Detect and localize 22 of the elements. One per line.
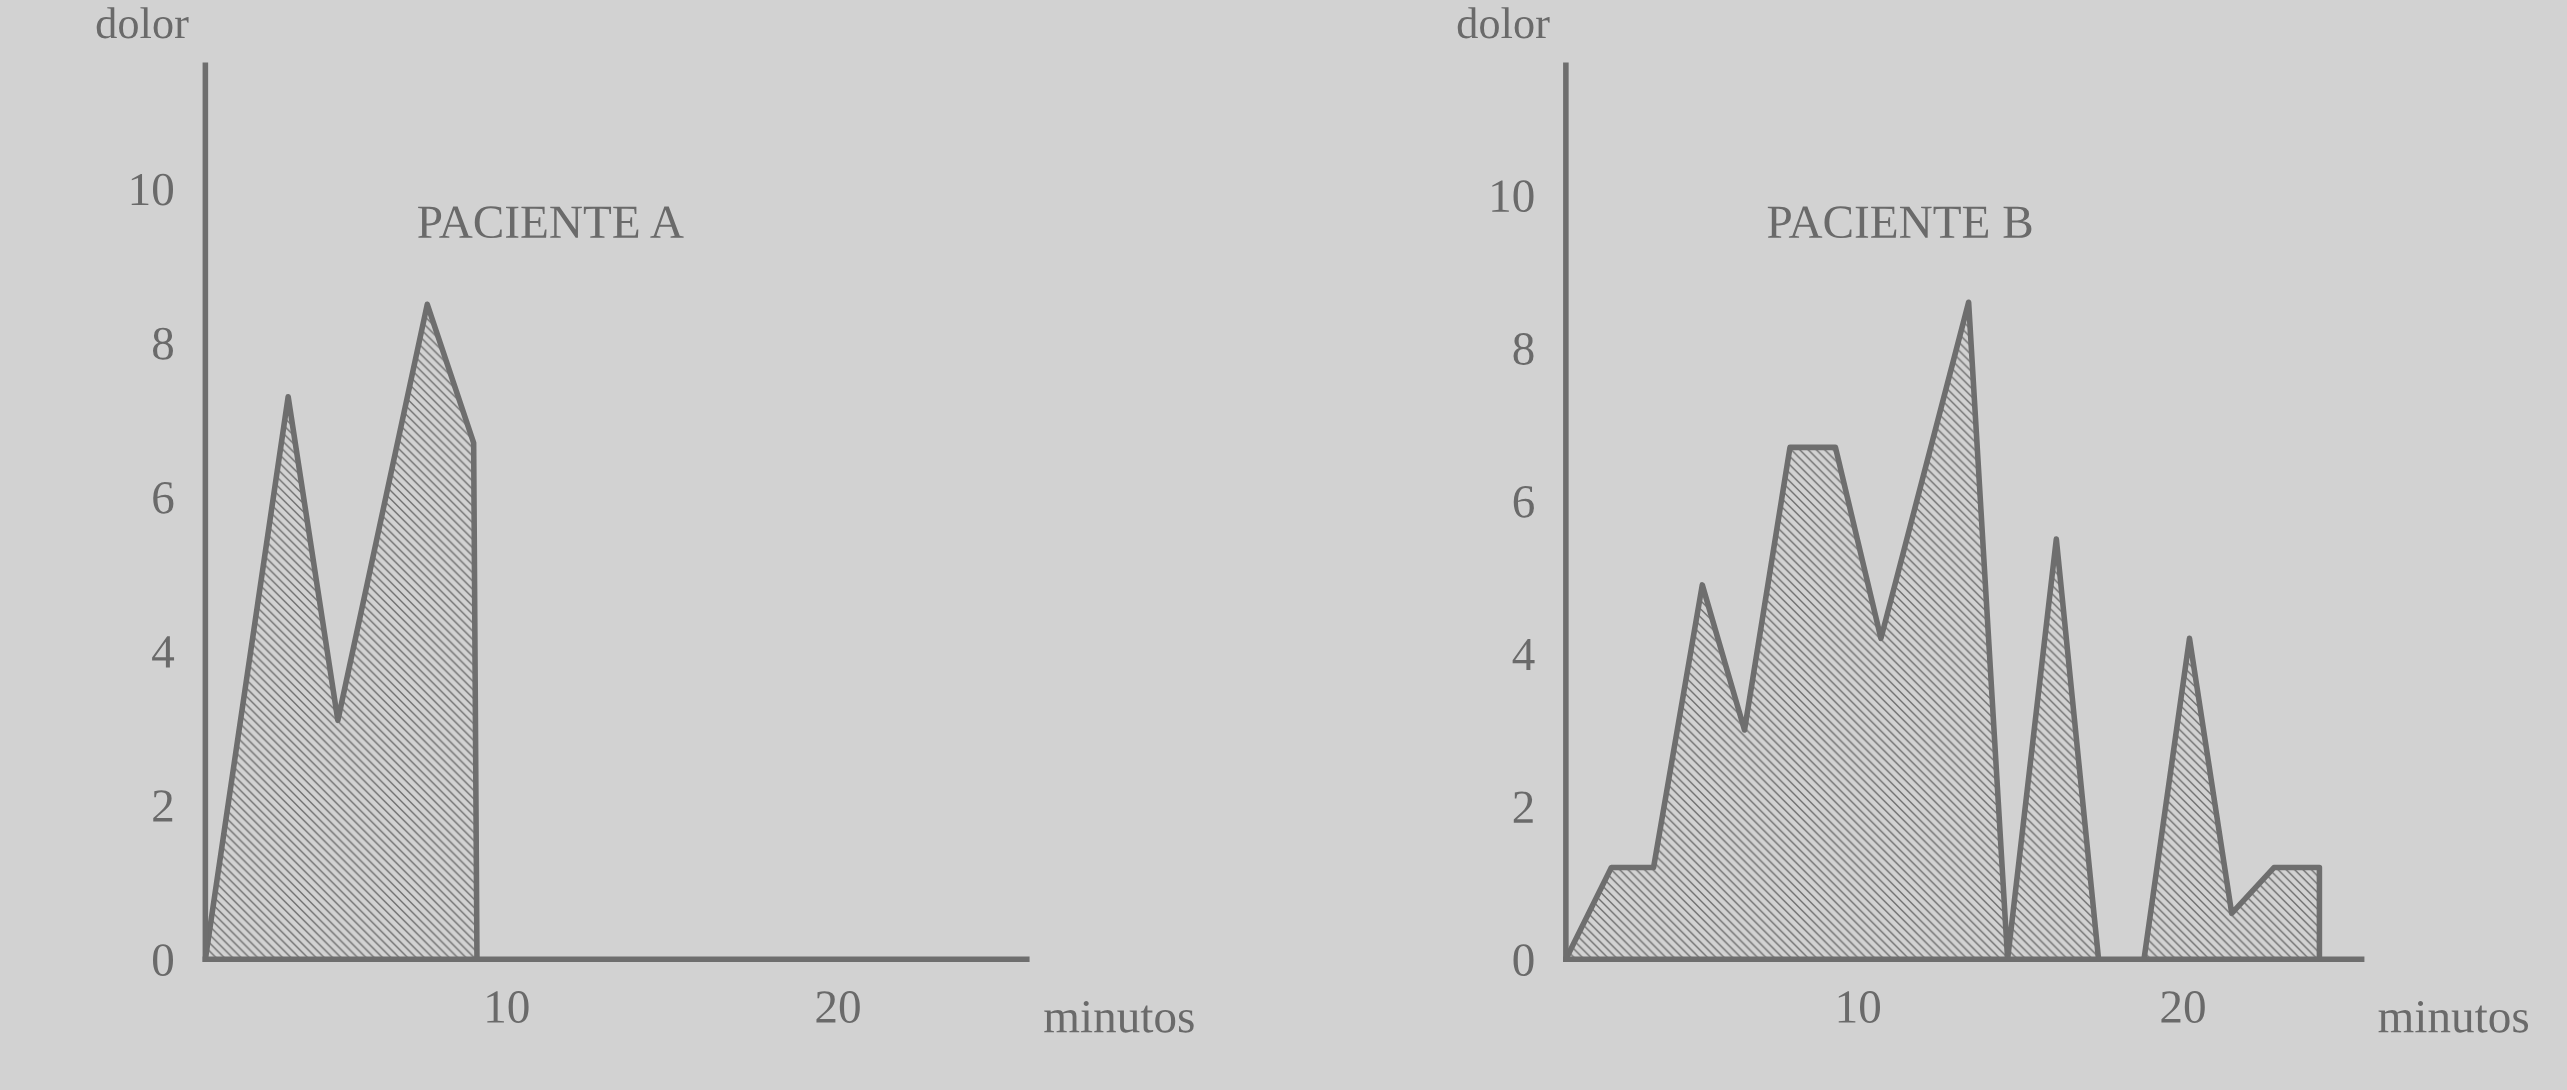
x-axis-title: minutos (1044, 1000, 1194, 1033)
y-tick-label: 0 (152, 944, 173, 977)
y-tick-label: 10 (1492, 180, 1534, 213)
y-tick-label: 0 (1513, 944, 1534, 977)
y-axis-title: dolor (96, 7, 189, 39)
y-tick-label: 10 (131, 173, 173, 206)
y-tick-label: 8 (152, 327, 173, 360)
x-tick-label: 10 (1838, 991, 1880, 1023)
text: PACIENTE A (418, 206, 684, 239)
x-tick-label: 10 (487, 991, 529, 1023)
y-tick-label: 4 (1512, 638, 1535, 671)
text: PACIENTE B (1767, 206, 2032, 239)
y-tick-label: 2 (1513, 791, 1533, 823)
y-tick-label: 2 (153, 790, 173, 822)
y-tick-label: 6 (1513, 485, 1534, 518)
y-tick-label: 8 (1513, 333, 1534, 365)
y-tick-label: 6 (153, 482, 174, 514)
x-tick-label: 20 (2161, 991, 2205, 1023)
x-tick-label: 20 (816, 991, 860, 1023)
y-axis-title: dolor (1457, 7, 1550, 39)
x-axis-title: minutos (2378, 1000, 2529, 1033)
y-tick-label: 4 (152, 636, 175, 668)
